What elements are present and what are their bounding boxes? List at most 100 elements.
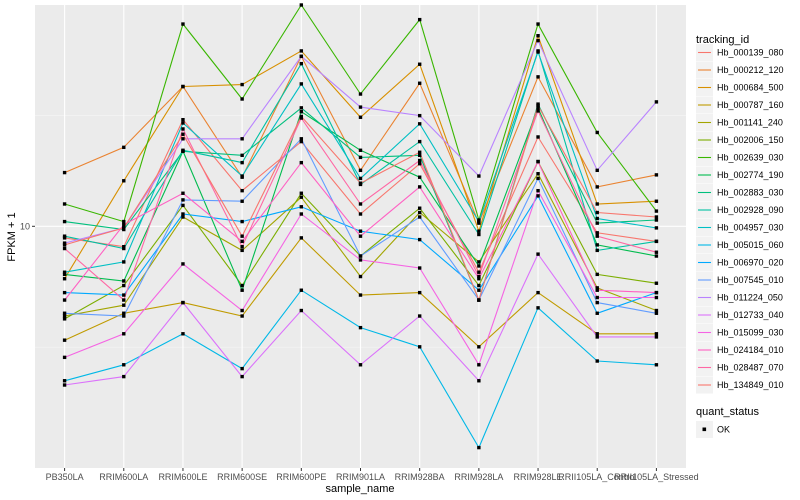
data-point-Hb_002883_030 bbox=[417, 153, 422, 158]
data-point-Hb_006970_020 bbox=[477, 288, 481, 292]
data-point-Hb_001141_240 bbox=[62, 314, 67, 318]
data-point-Hb_012733_040 bbox=[358, 363, 363, 367]
legend-label: Hb_000684_500 bbox=[717, 83, 784, 93]
data-point-Hb_002928_090 bbox=[122, 246, 126, 251]
data-point-Hb_012733_040 bbox=[417, 314, 422, 318]
data-point-Hb_000212_120 bbox=[595, 185, 599, 189]
data-point-Hb_011224_050 bbox=[536, 38, 540, 43]
data-point-Hb_000787_160 bbox=[654, 332, 659, 336]
data-point-Hb_007545_010 bbox=[536, 176, 540, 181]
data-point-Hb_001141_240 bbox=[536, 172, 540, 176]
legend-items: Hb_000139_080 Hb_000212_120 Hb_000684_500 H… bbox=[696, 44, 784, 394]
data-point-Hb_007545_010 bbox=[654, 311, 659, 315]
data-point-Hb_002928_090 bbox=[240, 160, 244, 165]
data-point-Hb_002883_030 bbox=[358, 155, 363, 160]
legend-label: Hb_002928_090 bbox=[717, 205, 784, 215]
data-point-Hb_024184_010 bbox=[62, 298, 67, 302]
y-axis: 10 bbox=[20, 221, 35, 231]
data-point-Hb_006970_020 bbox=[240, 219, 244, 224]
data-point-Hb_002006_150 bbox=[62, 317, 67, 321]
data-point-Hb_000684_500 bbox=[240, 82, 244, 87]
data-point-Hb_134849_010 bbox=[299, 114, 304, 119]
data-point-Hb_004957_030 bbox=[536, 50, 540, 54]
data-point-Hb_004957_030 bbox=[358, 176, 363, 181]
data-point-Hb_004957_030 bbox=[122, 260, 126, 264]
data-point-Hb_028487_070 bbox=[595, 234, 599, 238]
legend-label: Hb_134849_010 bbox=[717, 380, 784, 390]
data-point-Hb_002774_190 bbox=[477, 264, 481, 268]
data-point-Hb_134849_010 bbox=[536, 103, 540, 108]
data-point-Hb_007545_010 bbox=[122, 314, 126, 318]
data-point-Hb_002883_030 bbox=[240, 153, 244, 158]
legend-shape-label: OK bbox=[717, 425, 730, 435]
data-point-Hb_002006_150 bbox=[595, 272, 599, 277]
data-point-Hb_001141_240 bbox=[181, 215, 185, 219]
x-tick-label: RRIM928LE bbox=[514, 472, 563, 482]
data-point-Hb_002928_090 bbox=[417, 139, 422, 144]
data-point-Hb_002928_090 bbox=[477, 232, 481, 237]
legend-label: Hb_011224_050 bbox=[717, 293, 783, 303]
data-point-Hb_002774_190 bbox=[122, 279, 126, 283]
data-point-Hb_002006_150 bbox=[122, 283, 126, 288]
data-point-Hb_000139_080 bbox=[595, 231, 599, 235]
legend-square-icon bbox=[702, 427, 707, 432]
data-point-Hb_002883_030 bbox=[595, 221, 599, 225]
data-point-Hb_002883_030 bbox=[299, 106, 304, 110]
data-point-Hb_000139_080 bbox=[240, 188, 244, 193]
data-point-Hb_004957_030 bbox=[181, 121, 185, 125]
x-tick-label: RRIM928BA bbox=[395, 472, 445, 482]
data-point-Hb_002006_150 bbox=[299, 191, 304, 195]
data-point-Hb_024184_010 bbox=[417, 185, 422, 189]
legend-label: Hb_006970_020 bbox=[717, 258, 784, 268]
data-point-Hb_000787_160 bbox=[417, 290, 422, 295]
data-point-Hb_012733_040 bbox=[181, 300, 185, 305]
data-point-Hb_000212_120 bbox=[358, 168, 363, 173]
x-axis-title: sample_name bbox=[325, 483, 394, 495]
data-point-Hb_005015_060 bbox=[477, 445, 481, 450]
data-point-Hb_000139_080 bbox=[536, 135, 540, 139]
data-point-Hb_002639_030 bbox=[299, 3, 304, 7]
data-point-Hb_004957_030 bbox=[417, 122, 422, 126]
data-point-Hb_007545_010 bbox=[181, 198, 185, 202]
data-point-Hb_001141_240 bbox=[122, 303, 126, 307]
legend-label: Hb_002883_030 bbox=[717, 188, 784, 198]
data-point-Hb_000212_120 bbox=[417, 81, 422, 85]
data-point-Hb_024184_010 bbox=[181, 191, 185, 195]
data-point-Hb_012733_040 bbox=[536, 252, 540, 256]
x-tick-label: RRIM600LE bbox=[158, 472, 207, 482]
data-point-Hb_002639_030 bbox=[654, 209, 659, 213]
data-point-Hb_000787_160 bbox=[536, 290, 540, 295]
data-point-Hb_002639_030 bbox=[181, 22, 185, 26]
data-point-Hb_000139_080 bbox=[122, 245, 126, 249]
legend-label: Hb_002639_030 bbox=[717, 153, 784, 163]
x-tick-label: RRIM600LA bbox=[99, 472, 148, 482]
data-point-Hb_015099_030 bbox=[240, 308, 244, 313]
data-point-Hb_002928_090 bbox=[181, 148, 185, 152]
data-point-Hb_005015_060 bbox=[358, 325, 363, 330]
data-point-Hb_028487_070 bbox=[181, 127, 185, 131]
data-point-Hb_006970_020 bbox=[299, 205, 304, 209]
data-point-Hb_002639_030 bbox=[240, 97, 244, 101]
data-point-Hb_134849_010 bbox=[417, 150, 422, 154]
data-point-Hb_002639_030 bbox=[417, 17, 422, 22]
data-point-Hb_028487_070 bbox=[122, 298, 126, 302]
legend-label: Hb_000212_120 bbox=[717, 65, 784, 75]
data-point-Hb_002883_030 bbox=[62, 219, 67, 224]
data-point-Hb_028487_070 bbox=[240, 245, 244, 249]
y-tick-label: 10 bbox=[20, 221, 30, 231]
x-axis: PB350LA RRIM600LA RRIM600LE RRIM600SE RRIM60… bbox=[46, 468, 699, 482]
data-point-Hb_015099_030 bbox=[299, 212, 304, 216]
data-point-Hb_007545_010 bbox=[240, 199, 244, 203]
data-point-Hb_015099_030 bbox=[181, 262, 185, 266]
data-point-Hb_000139_080 bbox=[181, 117, 185, 122]
data-point-Hb_004957_030 bbox=[240, 174, 244, 178]
data-point-Hb_002006_150 bbox=[654, 281, 659, 285]
data-point-Hb_001141_240 bbox=[299, 195, 304, 199]
data-point-Hb_015099_030 bbox=[595, 295, 599, 300]
legend-shape-items: OK bbox=[696, 421, 730, 438]
data-point-Hb_000139_080 bbox=[299, 139, 304, 144]
data-point-Hb_002928_090 bbox=[299, 61, 304, 66]
data-point-Hb_024184_010 bbox=[299, 160, 304, 165]
data-point-Hb_000787_160 bbox=[62, 338, 67, 342]
